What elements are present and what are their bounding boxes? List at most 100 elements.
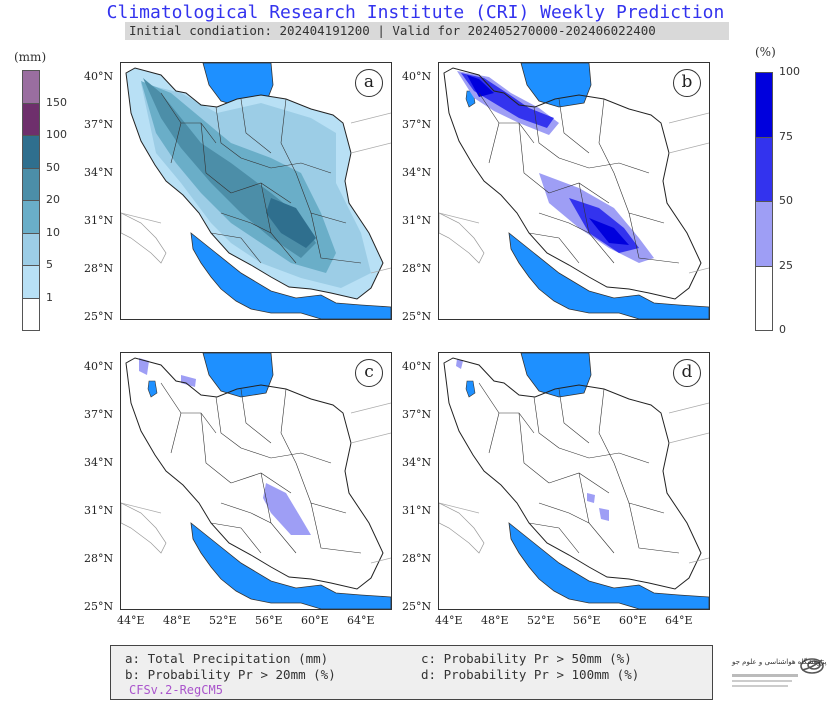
- model-name: CFSv.2-RegCM5: [129, 683, 223, 697]
- province-border: [628, 502, 680, 554]
- panel-c-probability-50mm: c: [120, 352, 392, 610]
- latitude-label: 31°N: [402, 504, 432, 517]
- caspian-sea: [520, 353, 592, 398]
- longitude-label: 56°E: [255, 614, 283, 627]
- probability-contour: [467, 75, 494, 97]
- longitude-label: 52°E: [209, 614, 237, 627]
- province-border: [538, 212, 590, 234]
- province-border: [210, 522, 262, 554]
- precip-colorbar-swatch: [22, 297, 40, 331]
- province-border: [613, 172, 665, 224]
- panel-label-b: b: [673, 69, 701, 97]
- iran-border: [443, 357, 702, 590]
- latitude-label: 34°N: [402, 166, 432, 179]
- longitude-label: 60°E: [301, 614, 329, 627]
- province-border: [548, 472, 610, 494]
- province-border: [488, 122, 500, 164]
- probability-colorbar-swatch: [755, 136, 773, 202]
- probability-contour: [139, 358, 149, 375]
- iran-border: [125, 67, 384, 300]
- map-d: [439, 353, 709, 609]
- map-b: [439, 63, 709, 319]
- probability-colorbar-tick: 0: [779, 323, 786, 336]
- latitude-label: 40°N: [402, 70, 432, 83]
- probability-contour: [181, 375, 196, 387]
- map-a: [121, 63, 391, 319]
- legend-a: a: Total Precipitation (mm): [125, 651, 329, 666]
- province-border: [220, 212, 272, 234]
- precip-colorbar-tick: 150: [46, 95, 67, 109]
- province-border: [230, 472, 292, 494]
- province-border: [160, 92, 217, 144]
- longitude-label: 60°E: [619, 614, 647, 627]
- province-border: [210, 232, 262, 264]
- probability-contour: [456, 359, 463, 369]
- precip-colorbar-tick: 5: [46, 258, 53, 271]
- province-border: [528, 232, 580, 264]
- province-border: [533, 106, 560, 159]
- probability-colorbar-swatch: [755, 265, 773, 331]
- latitude-label: 31°N: [84, 214, 114, 227]
- latitude-label: 34°N: [402, 456, 432, 469]
- province-border: [533, 396, 560, 449]
- probability-colorbar: [755, 72, 773, 331]
- province-border: [518, 412, 550, 484]
- province-border: [628, 212, 680, 264]
- persian-gulf: [508, 232, 709, 319]
- longitude-label: 56°E: [573, 614, 601, 627]
- latitude-label: 25°N: [84, 600, 114, 613]
- latitude-label: 37°N: [84, 408, 114, 421]
- probability-colorbar-swatch: [755, 201, 773, 267]
- province-border: [215, 396, 242, 449]
- probability-colorbar-tick: 75: [779, 129, 793, 143]
- precip-colorbar-swatch: [22, 232, 40, 266]
- probability-contour: [589, 218, 629, 245]
- panel-label-d: d: [673, 359, 701, 387]
- left-colorbar-unit: (mm): [14, 50, 47, 64]
- panel-a-total-precipitation: a: [120, 62, 392, 320]
- caspian-sea: [520, 63, 592, 108]
- latitude-label: 31°N: [84, 504, 114, 517]
- page-title: Climatological Research Institute (CRI) …: [106, 2, 725, 23]
- longitude-label: 48°E: [481, 614, 509, 627]
- province-border: [310, 212, 362, 264]
- precip-colorbar-tick: 50: [46, 160, 60, 174]
- precip-colorbar: [22, 70, 40, 331]
- latitude-label: 40°N: [402, 360, 432, 373]
- latitude-label: 37°N: [402, 118, 432, 131]
- longitude-label: 64°E: [665, 614, 693, 627]
- latitude-label: 25°N: [402, 600, 432, 613]
- persian-gulf: [190, 232, 391, 319]
- persian-gulf: [190, 522, 391, 609]
- latitude-label: 37°N: [402, 408, 432, 421]
- legend-c: c: Probability Pr > 50mm (%): [421, 651, 632, 666]
- province-border: [170, 122, 182, 164]
- latitude-label: 31°N: [402, 214, 432, 227]
- province-border: [558, 157, 650, 174]
- province-border: [478, 382, 535, 434]
- latitude-label: 25°N: [402, 310, 432, 323]
- precip-contour: [266, 198, 316, 248]
- precip-colorbar-tick: 20: [46, 193, 60, 206]
- longitude-label: 52°E: [527, 614, 555, 627]
- latitude-label: 34°N: [84, 456, 114, 469]
- latitude-label: 40°N: [84, 360, 114, 373]
- province-border: [538, 502, 590, 524]
- province-border: [240, 388, 272, 444]
- province-border: [598, 98, 615, 174]
- longitude-label: 64°E: [347, 614, 375, 627]
- probability-colorbar-tick: 50: [779, 194, 793, 207]
- legend-b: b: Probability Pr > 20mm (%): [125, 667, 336, 682]
- precip-colorbar-swatch: [22, 265, 40, 299]
- province-border: [220, 502, 272, 524]
- precip-colorbar-swatch: [22, 102, 40, 136]
- province-border: [240, 447, 332, 464]
- province-border: [518, 122, 550, 194]
- province-border: [558, 98, 590, 154]
- latitude-label: 40°N: [84, 70, 114, 83]
- province-border: [558, 388, 590, 444]
- province-border: [170, 412, 182, 454]
- persian-gulf: [508, 522, 709, 609]
- longitude-label: 44°E: [435, 614, 463, 627]
- precip-colorbar-swatch: [22, 200, 40, 234]
